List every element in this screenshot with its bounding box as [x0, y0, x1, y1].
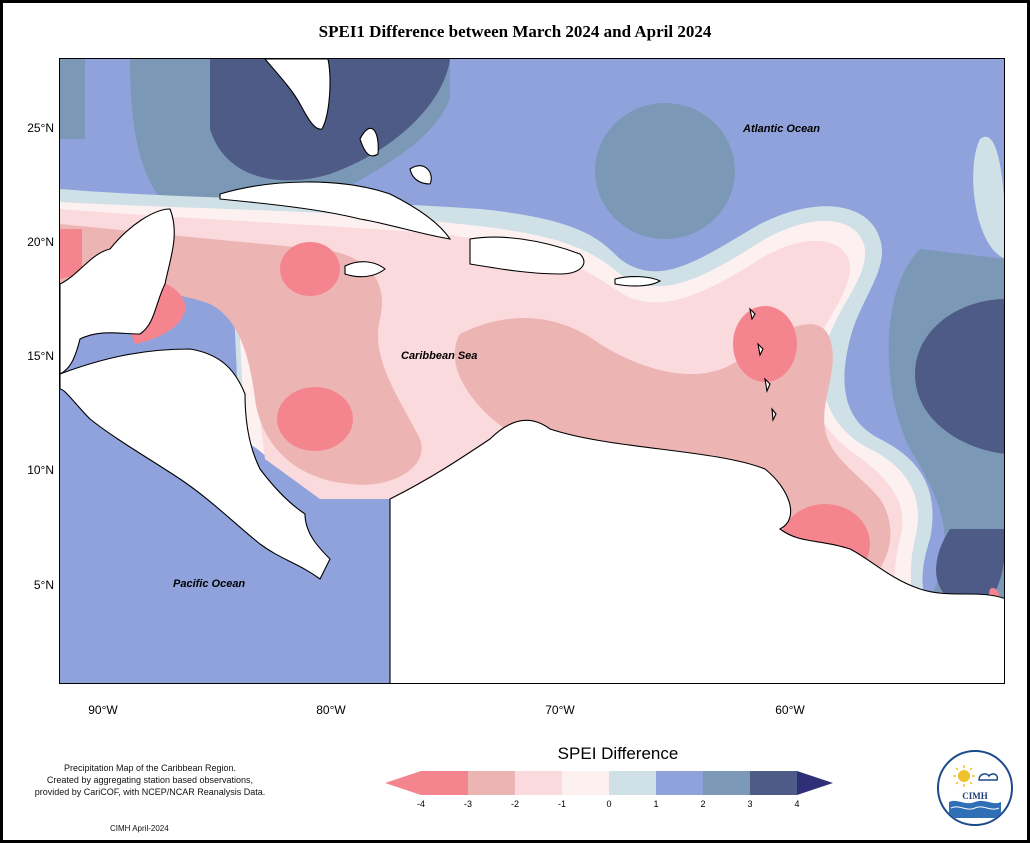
legend-colorbar — [385, 771, 833, 795]
legend-swatch-5 — [609, 771, 656, 795]
lat-tick-20n: 20°N — [27, 235, 54, 249]
lat-tick-10n: 10°N — [27, 463, 54, 477]
legend-tick: 4 — [794, 799, 800, 809]
lon-tick-60w: 60°W — [775, 703, 805, 717]
credit-text: Precipitation Map of the Caribbean Regio… — [10, 762, 290, 798]
credit-line-2: Created by aggregating station based obs… — [46, 775, 254, 785]
legend-tick: -3 — [463, 799, 472, 809]
legend-arrow-right — [797, 771, 833, 795]
map-title: SPEI1 Difference between March 2024 and … — [318, 22, 712, 41]
legend-tick: 3 — [747, 799, 753, 809]
lon-tick-70w: 70°W — [545, 703, 575, 717]
logo-emblem-icon — [949, 765, 1001, 818]
lat-tick-5n: 5°N — [33, 578, 54, 592]
legend-tick: 2 — [700, 799, 706, 809]
legend-arrow-left — [385, 771, 421, 795]
legend-swatch-1 — [421, 771, 468, 795]
spei-field — [60, 59, 1004, 683]
legend-swatch-7 — [703, 771, 750, 795]
legend-swatch-4 — [562, 771, 609, 795]
lon-tick-80w: 80°W — [316, 703, 346, 717]
legend-swatch-3 — [515, 771, 562, 795]
legend-tick: -2 — [510, 799, 519, 809]
legend-swatch-2 — [468, 771, 515, 795]
logo-text: CIMH — [962, 791, 988, 801]
lat-tick-25n: 25°N — [27, 121, 54, 135]
legend-tick: 1 — [653, 799, 659, 809]
legend-tick: -4 — [416, 799, 425, 809]
lon-tick-90w: 90°W — [88, 703, 118, 717]
land-masses — [60, 59, 1004, 683]
credit-line-3: provided by CariCOF, with NCEP/NCAR Rean… — [34, 787, 266, 797]
pacific-ocean-label: Pacific Ocean — [173, 578, 246, 590]
caribbean-sea-label: Caribbean Sea — [401, 350, 478, 362]
spei-map — [59, 58, 1005, 684]
credit-date: CIMH April-2024 — [110, 824, 169, 833]
credit-line-1: Precipitation Map of the Caribbean Regio… — [63, 763, 237, 773]
cimh-logo: CIMH — [937, 750, 1013, 826]
legend-swatch-8 — [750, 771, 797, 795]
legend-tick: 0 — [606, 799, 612, 809]
field-positive-3-4 — [210, 59, 1004, 607]
legend-swatch-6 — [656, 771, 703, 795]
legend-tick: -1 — [557, 799, 566, 809]
atlantic-ocean-label: Atlantic Ocean — [743, 123, 821, 135]
legend-title: SPEI Difference — [557, 744, 679, 763]
lat-tick-15n: 15°N — [27, 349, 54, 363]
